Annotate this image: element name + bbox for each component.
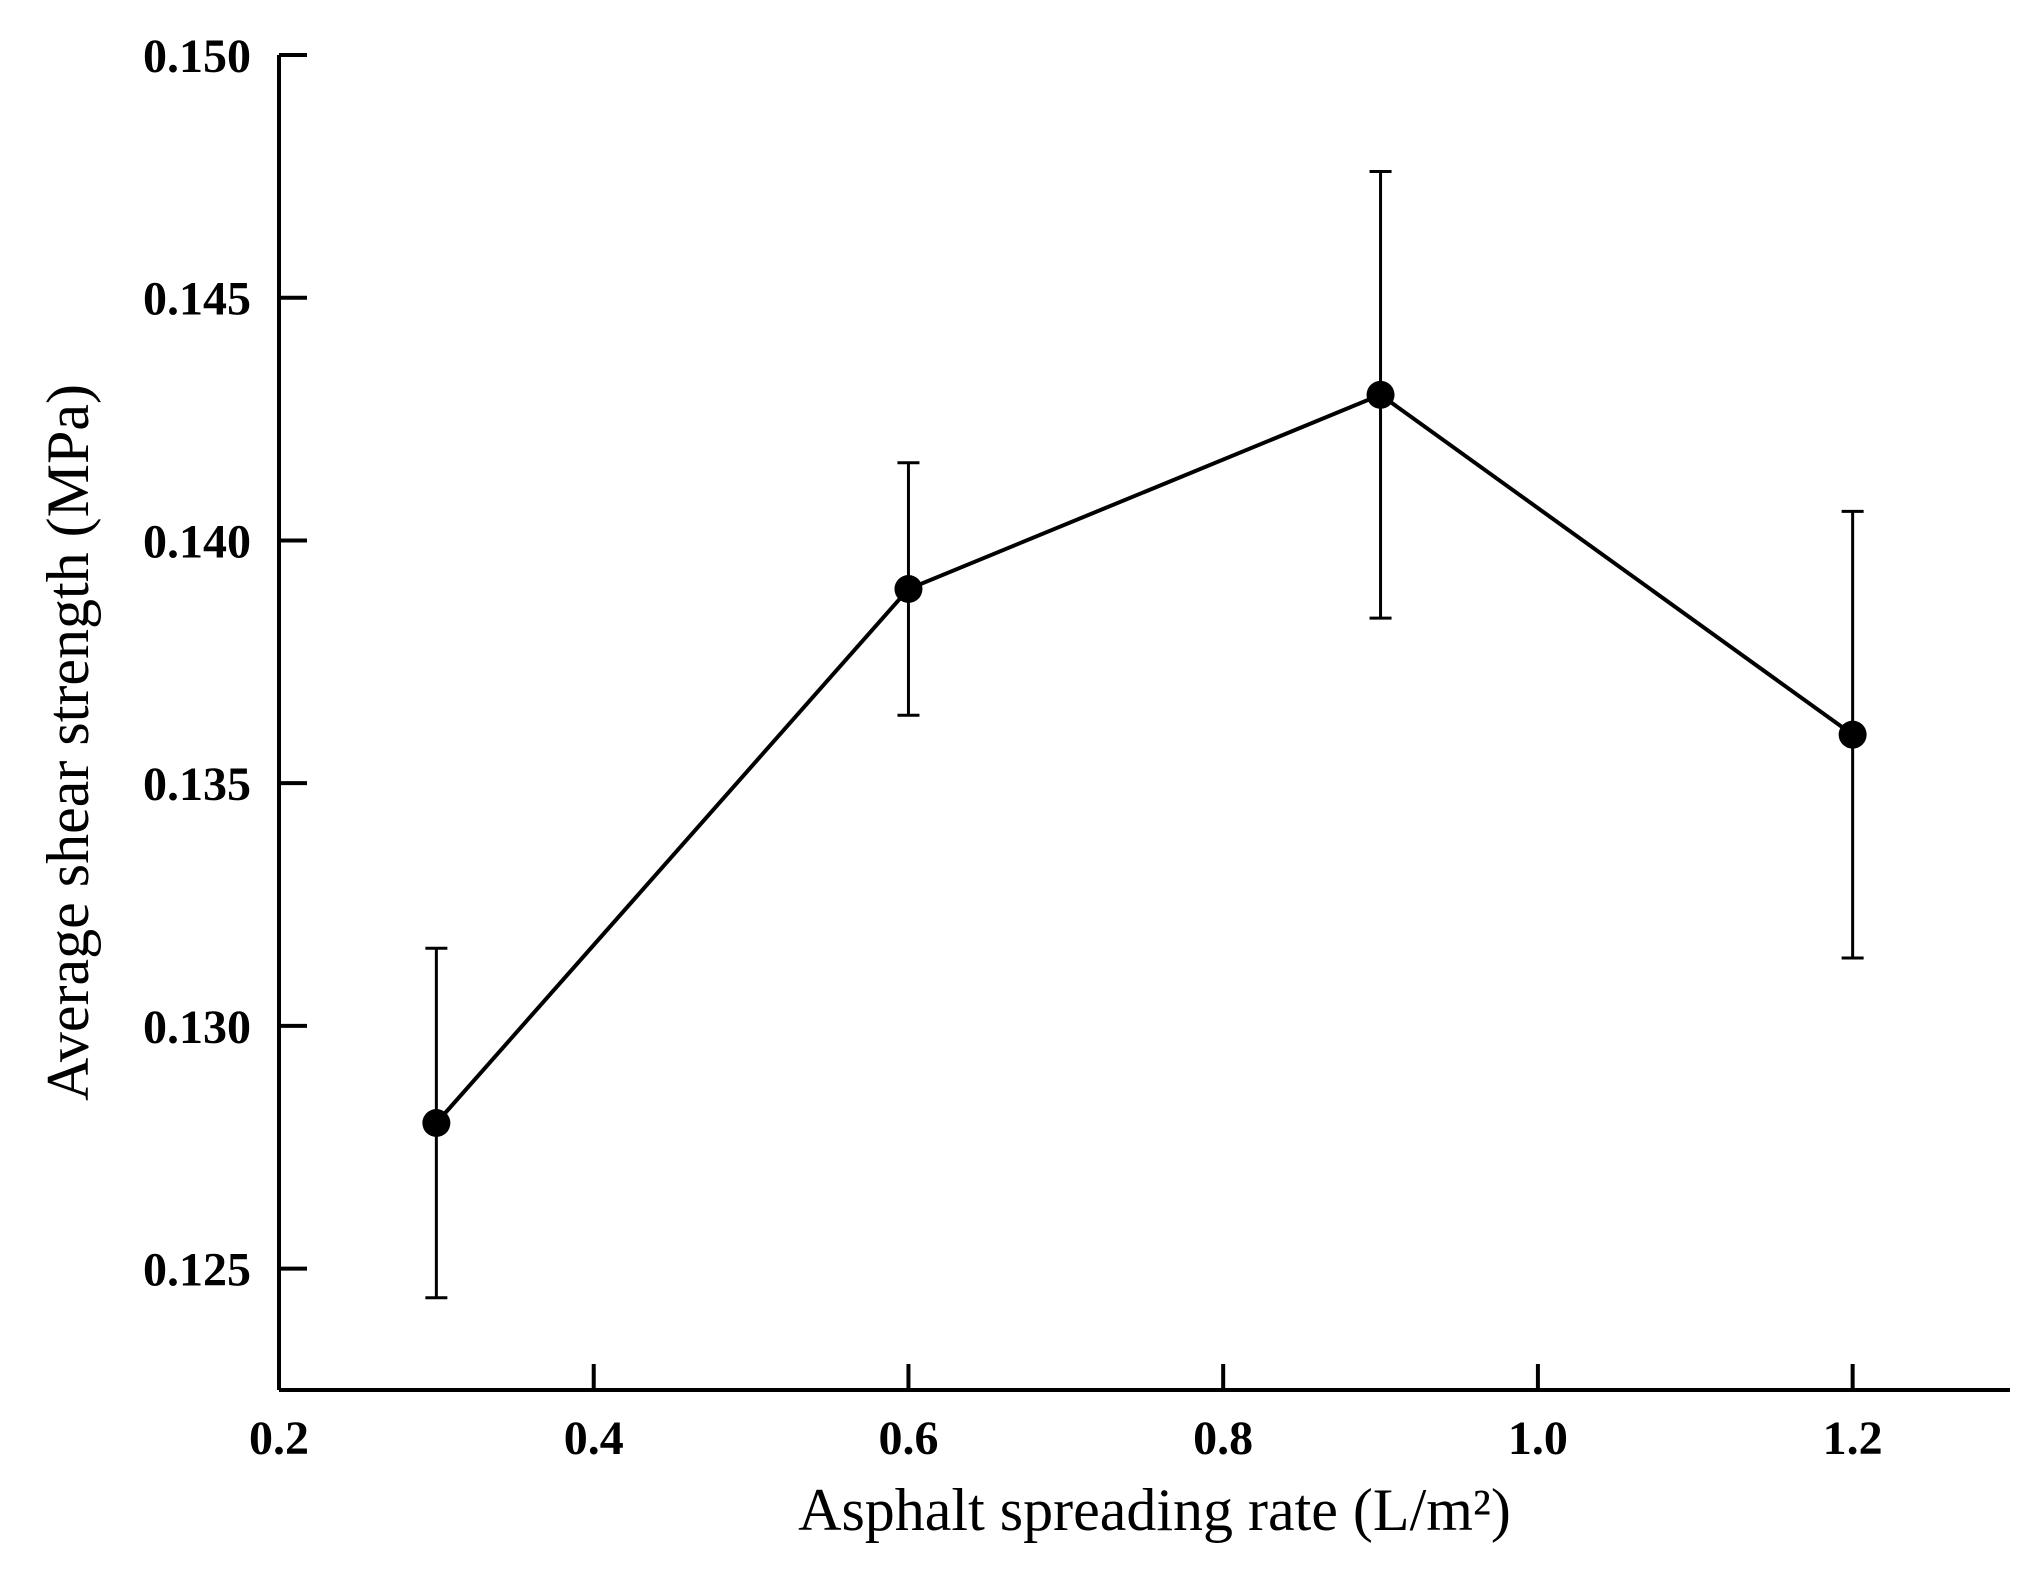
x-tick-label: 1.2 [1823,1412,1883,1465]
data-point [1366,380,1395,409]
x-axis-ticks: 0.2 0.4 0.6 0.8 1.0 1.2 [249,1364,1883,1465]
y-tick-label: 0.130 [143,1001,251,1054]
y-tick-label: 0.125 [143,1244,251,1297]
x-tick-label: 0.4 [564,1412,624,1465]
x-tick-label: 0.2 [249,1412,309,1465]
y-axis-ticks: 0.125 0.130 0.135 0.140 0.145 0.150 [143,30,307,1297]
x-tick-label: 1.0 [1508,1412,1568,1465]
y-axis-title: Average shear strength (MPa) [35,384,101,1101]
x-tick-label: 0.8 [1193,1412,1253,1465]
data-point [422,1109,451,1137]
y-tick-label: 0.135 [143,758,251,811]
y-tick-label: 0.145 [143,273,251,326]
x-axis-title: Asphalt spreading rate (L/m²) [798,1477,1511,1543]
x-tick-label: 0.6 [878,1412,938,1465]
data-point [894,575,923,603]
series-line [434,392,1854,1125]
series-0 [422,170,1867,1300]
axes [277,55,2010,1392]
y-tick-label: 0.140 [143,515,251,568]
data-point [1838,720,1867,749]
y-tick-label: 0.150 [143,30,251,83]
